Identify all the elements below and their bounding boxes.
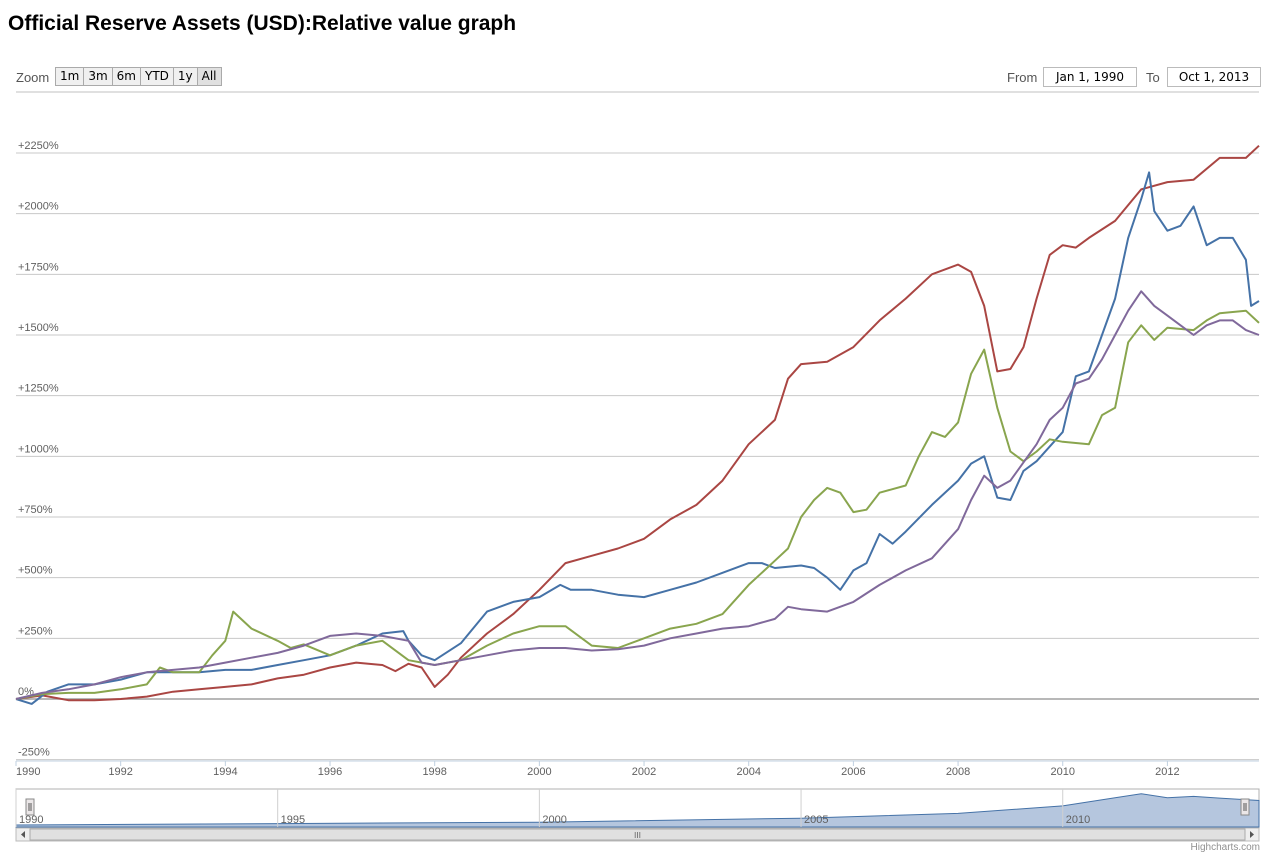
from-date-input[interactable]: Jan 1, 1990 [1043,67,1137,87]
x-tick-label: 2000 [527,766,551,778]
to-label: To [1146,70,1160,85]
y-tick-label: +500% [18,565,53,577]
to-date-input[interactable]: Oct 1, 2013 [1167,67,1261,87]
y-tick-label: +750% [18,504,53,516]
navigator-label: 1990 [19,814,43,826]
navigator-left-handle[interactable] [25,798,35,816]
x-tick-label: 1998 [422,766,446,778]
navigator-label: 2010 [1066,814,1090,826]
y-tick-label: +1250% [18,383,59,395]
scroll-right-arrow-icon[interactable] [1250,831,1254,838]
y-tick-label: +1000% [18,443,59,455]
y-tick-label: -250% [18,747,50,759]
navigator-label: 1995 [281,814,305,826]
navigator-label: 2005 [804,814,828,826]
from-label: From [1007,70,1038,85]
x-tick-label: 1992 [108,766,132,778]
navigator-label: 2000 [542,814,566,826]
scroll-left-arrow-icon[interactable] [21,831,25,838]
zoom-ytd-button[interactable]: YTD [139,67,174,86]
series-line-2 [15,171,1260,705]
x-tick-label: 1990 [16,766,40,778]
y-tick-label: +1500% [18,322,59,334]
y-tick-label: +2250% [18,140,59,152]
y-tick-label: +250% [18,625,53,637]
zoom-buttons: 1m 3m 6m YTD 1y All [55,67,222,86]
zoom-label: Zoom [16,70,50,85]
series-line-1 [15,144,1260,702]
x-tick-label: 2008 [946,766,970,778]
x-tick-label: 2006 [841,766,865,778]
navigator-right-handle[interactable] [1240,798,1250,816]
highcharts-credit[interactable]: Highcharts.com [1190,842,1260,853]
zoom-all-button[interactable]: All [196,67,222,86]
series-line-3 [15,309,1260,700]
x-tick-label: 2004 [736,766,760,778]
x-tick-label: 2002 [632,766,656,778]
y-tick-label: +2000% [18,201,59,213]
x-tick-label: 1994 [213,766,237,778]
x-tick-label: 2010 [1050,766,1074,778]
series-line-4 [15,290,1260,700]
y-tick-label: +1750% [18,261,59,273]
chart-title: Official Reserve Assets (USD):Relative v… [8,12,517,35]
scrollbar-thumb[interactable] [29,828,1246,841]
scrollbar-grip: III [634,831,641,840]
x-tick-label: 1996 [318,766,342,778]
x-tick-label: 2012 [1155,766,1179,778]
